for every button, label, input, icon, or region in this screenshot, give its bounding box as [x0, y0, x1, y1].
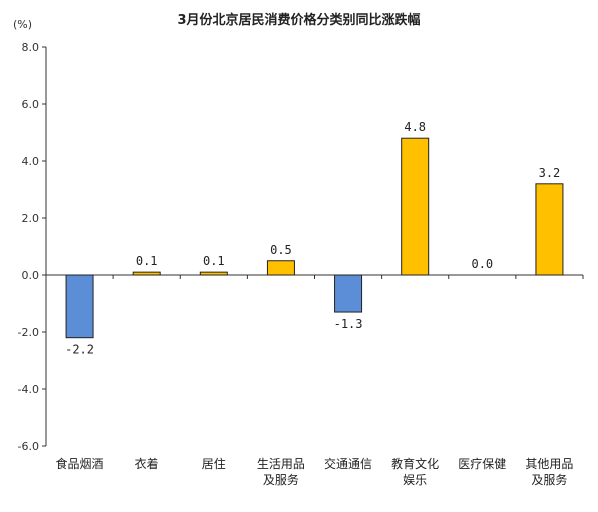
y-tick-label: 6.0	[22, 98, 40, 111]
data-label: -1.3	[334, 317, 363, 331]
category-label: 其他用品	[525, 457, 573, 471]
bar	[266, 260, 295, 276]
data-label: 0.5	[270, 243, 292, 257]
y-tick-label: 4.0	[22, 155, 40, 168]
category-label: 医疗保健	[458, 457, 506, 471]
data-label: 4.8	[404, 120, 426, 134]
category-label: 娱乐	[403, 473, 427, 487]
y-tick-label: 8.0	[22, 41, 40, 54]
category-label: 衣着	[135, 456, 159, 471]
bar	[65, 274, 94, 339]
y-tick-label: -2.0	[18, 326, 39, 339]
category-label: 教育文化	[391, 456, 439, 471]
data-label: 0.0	[471, 257, 493, 271]
bar	[334, 274, 363, 313]
category-label: 居住	[202, 457, 226, 471]
category-label: 交通通信	[324, 456, 372, 471]
bar	[132, 271, 161, 276]
bar	[535, 183, 564, 276]
y-tick-label: -4.0	[18, 383, 39, 396]
y-tick-label: 0.0	[22, 269, 40, 282]
category-label: 及服务	[531, 472, 567, 487]
data-label: 3.2	[539, 166, 561, 180]
category-label: 及服务	[263, 472, 299, 487]
category-label: 生活用品	[257, 457, 305, 471]
bar	[199, 271, 228, 276]
data-label: 0.1	[136, 254, 158, 268]
y-axis-unit-label: (%)	[13, 18, 33, 31]
chart-title: 3月份北京居民消费价格分类别同比涨跌幅	[177, 13, 421, 28]
y-tick-label: -6.0	[18, 440, 39, 453]
category-label: 食品烟酒	[56, 456, 104, 471]
bar	[401, 137, 430, 276]
data-label: -2.2	[65, 343, 94, 357]
data-label: 0.1	[203, 254, 225, 268]
y-tick-label: 2.0	[22, 212, 40, 225]
